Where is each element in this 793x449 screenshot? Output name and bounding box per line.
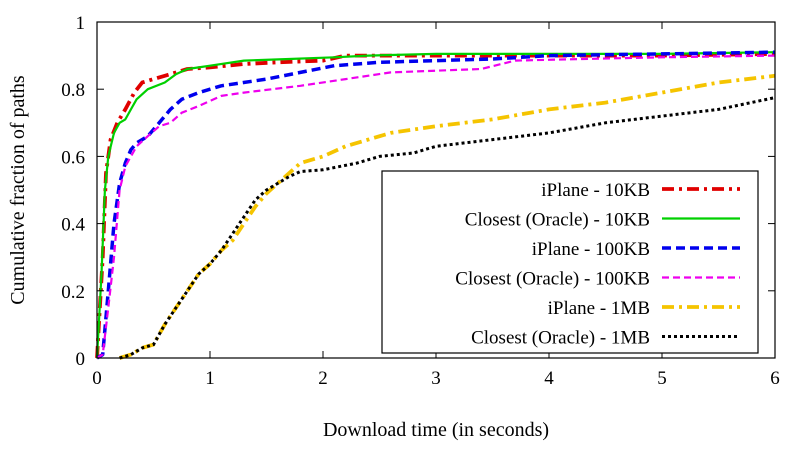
legend-entry-label: iPlane - 10KB — [541, 180, 650, 201]
y-tick-label: 0.6 — [61, 147, 85, 168]
legend-entry-label: Closest (Oracle) - 1MB — [471, 328, 650, 349]
x-tick-label: 5 — [657, 368, 667, 389]
series-line-2 — [95, 51, 776, 359]
x-tick-label: 6 — [770, 368, 780, 389]
legend-entry-label: iPlane - 100KB — [532, 239, 650, 260]
y-tick-label: 1 — [76, 13, 86, 34]
axis-ticks: 0 1 2 3 4 5 6 0 0.2 0.4 0.6 0.8 1 — [61, 13, 780, 389]
x-tick-label: 0 — [92, 368, 102, 389]
legend-box — [381, 170, 759, 354]
series-line-3 — [96, 50, 776, 360]
y-axis-title: Cumulative fraction of paths — [7, 75, 29, 305]
y-tick-label: 0.4 — [61, 215, 85, 236]
x-axis-title: Download time (in seconds) — [323, 419, 549, 441]
y-tick-label: 0 — [76, 349, 86, 370]
legend-entry-label: iPlane - 1MB — [548, 298, 650, 319]
legend-entry-label: Closest (Oracle) - 100KB — [455, 269, 650, 290]
legend-entry-label: Closest (Oracle) - 10KB — [465, 210, 650, 231]
series-line-4 — [96, 54, 776, 359]
plot-lines — [95, 50, 776, 360]
series-line-6 — [119, 96, 776, 360]
y-tick-label: 0.2 — [61, 282, 85, 303]
y-tick-label: 0.8 — [61, 80, 85, 101]
x-tick-label: 2 — [318, 368, 328, 389]
x-tick-label: 3 — [431, 368, 441, 389]
x-tick-label: 1 — [205, 368, 215, 389]
legend: iPlane - 10KB Closest (Oracle) - 10KB iPla… — [381, 170, 759, 354]
x-tick-label: 4 — [544, 368, 554, 389]
